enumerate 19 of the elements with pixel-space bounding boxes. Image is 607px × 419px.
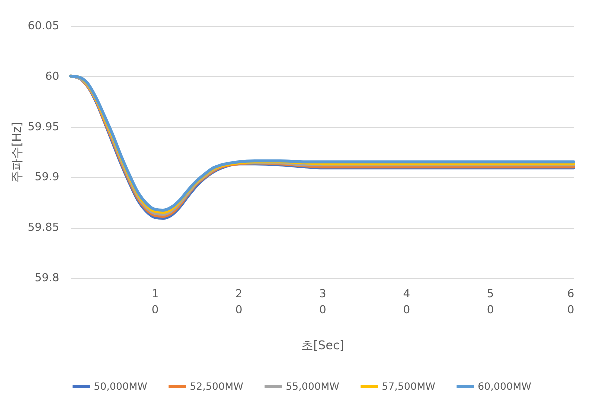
x-axis-title: 초[Sec] — [302, 338, 344, 352]
legend-label: 50,000MW — [94, 382, 148, 393]
y-tick-label: 59.95 — [28, 120, 60, 134]
legend-label: 52,500MW — [190, 382, 244, 393]
y-tick-label: 59.8 — [35, 272, 60, 284]
x-tick-label: 1 0 — [152, 288, 159, 316]
y-tick-label: 60.05 — [28, 20, 60, 32]
legend-label: 55,000MW — [286, 382, 340, 393]
y-tick-label: 60 — [46, 70, 60, 83]
x-tick-label: 2 0 — [236, 288, 243, 316]
legend-label: 57,500MW — [382, 382, 436, 393]
y-axis-title: 주파수[Hz] — [10, 122, 24, 183]
x-tick-label: 6 0 — [568, 288, 574, 316]
x-tick-label: 4 0 — [403, 288, 410, 316]
x-tick-label: 5 0 — [487, 288, 494, 316]
legend-label: 60,000MW — [478, 382, 532, 393]
y-tick-label: 59.9 — [35, 170, 60, 184]
y-tick-label: 59.85 — [28, 221, 60, 234]
x-tick-label: 3 0 — [320, 288, 326, 316]
